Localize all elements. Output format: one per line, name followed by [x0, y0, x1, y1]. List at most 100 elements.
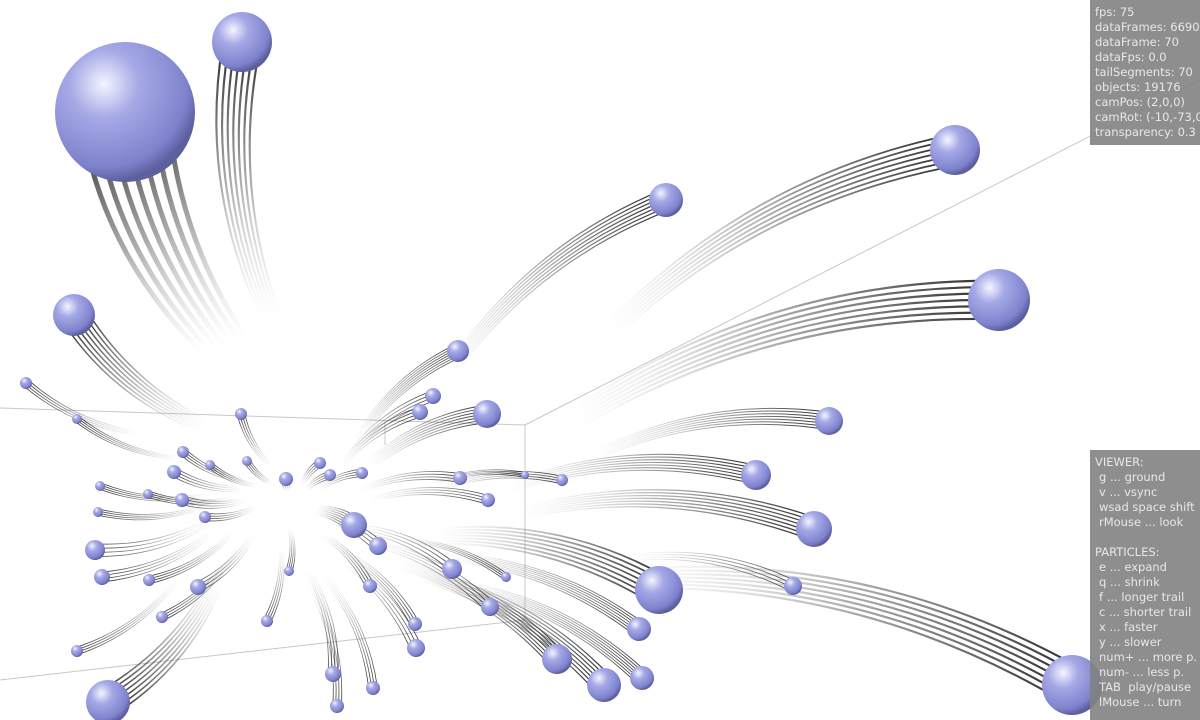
trail — [76, 578, 179, 651]
trail — [99, 488, 210, 502]
trail — [27, 379, 141, 432]
trail — [184, 448, 249, 480]
trail — [358, 479, 461, 494]
trail — [416, 571, 607, 683]
trail — [506, 464, 757, 491]
trail — [324, 574, 378, 687]
particle — [630, 666, 654, 690]
particle — [20, 377, 32, 389]
particle — [86, 680, 130, 720]
trail — [458, 580, 646, 672]
particle — [143, 574, 155, 586]
trail — [215, 43, 263, 319]
particle — [408, 617, 422, 631]
trail — [323, 574, 375, 688]
trail — [402, 538, 508, 575]
trail — [417, 570, 609, 680]
trail — [341, 547, 419, 621]
trail — [237, 415, 269, 467]
help-item: q ... shrink — [1099, 575, 1160, 589]
trail — [82, 304, 209, 422]
trail — [355, 347, 456, 439]
trail — [369, 491, 489, 502]
trail — [444, 190, 660, 370]
trail — [173, 473, 244, 491]
trail — [322, 575, 373, 689]
trail — [394, 565, 555, 665]
particle — [325, 666, 341, 682]
help-item: wsad space shift — [1099, 500, 1195, 514]
trail — [394, 567, 553, 668]
trail — [320, 575, 370, 690]
trail — [265, 548, 282, 621]
stat-line: camRot: (-10,-73,0) — [1095, 110, 1200, 124]
trail — [369, 419, 490, 469]
particle — [796, 511, 832, 547]
trail — [594, 407, 828, 452]
trail — [629, 551, 795, 581]
trail — [356, 350, 459, 441]
particle — [53, 294, 95, 336]
particle — [542, 644, 572, 674]
trail — [267, 548, 283, 622]
trail — [609, 149, 956, 333]
trail — [447, 196, 664, 373]
particle — [205, 460, 215, 470]
particle — [324, 469, 336, 481]
particle — [242, 456, 252, 466]
trail — [367, 410, 486, 465]
trail — [506, 461, 757, 489]
trail — [357, 473, 460, 491]
help-section: PARTICLES: e ... expand q ... shrink f ... … — [1095, 545, 1200, 710]
help-item: num+ ... more p. — [1099, 650, 1198, 664]
trail — [226, 42, 269, 318]
trail — [339, 549, 415, 626]
trail — [522, 503, 814, 538]
particle — [156, 611, 168, 623]
trail — [205, 508, 257, 522]
particle — [55, 42, 195, 182]
trail — [397, 561, 560, 657]
trail — [455, 584, 642, 681]
trail — [309, 582, 340, 706]
trail — [95, 520, 213, 553]
trail — [322, 533, 372, 586]
trail — [309, 568, 339, 673]
particle — [521, 471, 529, 479]
trail — [522, 497, 815, 530]
particle — [199, 511, 211, 523]
help-item: x ... faster — [1099, 620, 1158, 634]
trail — [340, 407, 418, 463]
trail — [343, 415, 424, 468]
help-title: VIEWER: — [1095, 455, 1144, 469]
particle — [71, 645, 83, 657]
trail — [345, 391, 431, 457]
trail — [435, 542, 656, 606]
trail — [429, 473, 526, 487]
particle — [481, 493, 495, 507]
trail — [172, 476, 244, 492]
trail — [575, 317, 1005, 431]
particle — [412, 404, 428, 420]
trail — [341, 410, 420, 465]
trail — [439, 525, 664, 576]
trail — [610, 153, 958, 335]
particle — [190, 579, 206, 595]
trail — [429, 469, 525, 485]
particle — [481, 598, 499, 616]
trail — [606, 139, 951, 328]
trail — [402, 539, 507, 577]
particle — [95, 481, 105, 491]
trail — [595, 418, 830, 458]
trail — [232, 41, 272, 318]
trail — [75, 421, 180, 461]
stat-line: dataFrame: 70 — [1095, 35, 1179, 49]
particle — [314, 457, 326, 469]
trail — [369, 487, 489, 499]
trail — [99, 484, 210, 499]
trail — [359, 355, 463, 444]
trail — [570, 279, 994, 412]
stat-line: tailSegments: 70 — [1095, 65, 1193, 79]
trail — [77, 417, 181, 458]
